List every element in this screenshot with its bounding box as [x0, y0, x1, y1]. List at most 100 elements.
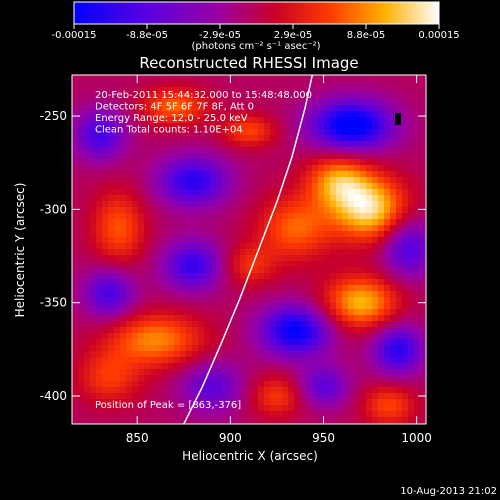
heatmap-cell: [180, 237, 187, 244]
heatmap-cell: [252, 201, 259, 208]
heatmap-cell: [288, 375, 295, 382]
heatmap-cell: [354, 345, 361, 352]
heatmap-cell: [120, 237, 127, 244]
heatmap-cell: [312, 279, 319, 286]
heatmap-cell: [216, 105, 223, 112]
heatmap-cell: [78, 213, 85, 220]
heatmap-cell: [186, 375, 193, 382]
heatmap-cell: [252, 189, 259, 196]
heatmap-cell: [300, 321, 307, 328]
heatmap-cell: [234, 147, 241, 154]
heatmap-cell: [138, 399, 145, 406]
heatmap-cell: [282, 93, 289, 100]
heatmap-cell: [288, 135, 295, 142]
heatmap-cell: [84, 147, 91, 154]
heatmap-cell: [282, 375, 289, 382]
heatmap-cell: [330, 201, 337, 208]
heatmap-cell: [246, 273, 253, 280]
heatmap-cell: [132, 327, 139, 334]
heatmap-cell: [204, 333, 211, 340]
heatmap-cell: [84, 279, 91, 286]
heatmap-cell: [192, 369, 199, 376]
heatmap-cell: [204, 231, 211, 238]
heatmap-cell: [408, 153, 415, 160]
heatmap-cell: [360, 129, 367, 136]
heatmap-cell: [264, 333, 271, 340]
heatmap-cell: [342, 135, 349, 142]
heatmap-cell: [228, 189, 235, 196]
heatmap-cell: [114, 357, 121, 364]
heatmap-cell: [348, 231, 355, 238]
heatmap-cell: [288, 177, 295, 184]
x-tick-label: 850: [126, 431, 149, 445]
heatmap-cell: [144, 171, 151, 178]
heatmap-cell: [246, 243, 253, 250]
heatmap-cell: [420, 363, 426, 370]
heatmap-cell: [102, 177, 109, 184]
heatmap-cell: [96, 159, 103, 166]
heatmap-cell: [348, 189, 355, 196]
heatmap-cell: [366, 273, 373, 280]
heatmap-cell: [120, 75, 127, 82]
heatmap-cell: [108, 189, 115, 196]
heatmap-cell: [78, 171, 85, 178]
heatmap-cell: [264, 75, 271, 82]
heatmap-cell: [162, 387, 169, 394]
heatmap-cell: [276, 237, 283, 244]
heatmap-cell: [84, 117, 91, 124]
heatmap-cell: [156, 135, 163, 142]
heatmap-cell: [240, 357, 247, 364]
heatmap-cell: [294, 255, 301, 262]
heatmap-cell: [156, 357, 163, 364]
heatmap-cell: [138, 315, 145, 322]
heatmap-cell: [402, 369, 409, 376]
heatmap-cell: [126, 135, 133, 142]
heatmap-cell: [198, 147, 205, 154]
heatmap-cell: [192, 237, 199, 244]
heatmap-cell: [342, 285, 349, 292]
heatmap-cell: [78, 153, 85, 160]
heatmap-cell: [354, 405, 361, 412]
heatmap-cell: [408, 315, 415, 322]
heatmap-cell: [372, 195, 379, 202]
heatmap-cell: [234, 81, 241, 88]
heatmap-cell: [264, 309, 271, 316]
heatmap-cell: [342, 249, 349, 256]
heatmap-cell: [114, 321, 121, 328]
heatmap-cell: [258, 207, 265, 214]
heatmap-cell: [270, 357, 277, 364]
heatmap-cell: [222, 333, 229, 340]
heatmap-cell: [318, 285, 325, 292]
heatmap-cell: [174, 255, 181, 262]
heatmap-cell: [132, 357, 139, 364]
heatmap-cell: [204, 267, 211, 274]
heatmap-cell: [210, 201, 217, 208]
heatmap-cell: [408, 285, 415, 292]
heatmap-cell: [396, 285, 403, 292]
heatmap-cell: [276, 153, 283, 160]
heatmap-cell: [336, 183, 343, 190]
heatmap-cell: [84, 225, 91, 232]
heatmap-cell: [396, 327, 403, 334]
heatmap-cell: [276, 165, 283, 172]
heatmap-cell: [342, 75, 349, 82]
heatmap-cell: [210, 141, 217, 148]
heatmap-cell: [204, 297, 211, 304]
heatmap-cell: [120, 201, 127, 208]
heatmap-cell: [366, 267, 373, 274]
heatmap-cell: [414, 285, 421, 292]
heatmap-cell: [84, 309, 91, 316]
heatmap-cell: [90, 81, 97, 88]
heatmap-cell: [288, 309, 295, 316]
heatmap-cell: [354, 177, 361, 184]
heatmap-cell: [264, 321, 271, 328]
heatmap-cell: [78, 225, 85, 232]
heatmap-cell: [384, 249, 391, 256]
heatmap-cell: [366, 399, 373, 406]
heatmap-cell: [384, 225, 391, 232]
heatmap-cell: [318, 297, 325, 304]
heatmap-cell: [288, 129, 295, 136]
heatmap-cell: [174, 153, 181, 160]
heatmap-cell: [126, 201, 133, 208]
heatmap-cell: [222, 165, 229, 172]
